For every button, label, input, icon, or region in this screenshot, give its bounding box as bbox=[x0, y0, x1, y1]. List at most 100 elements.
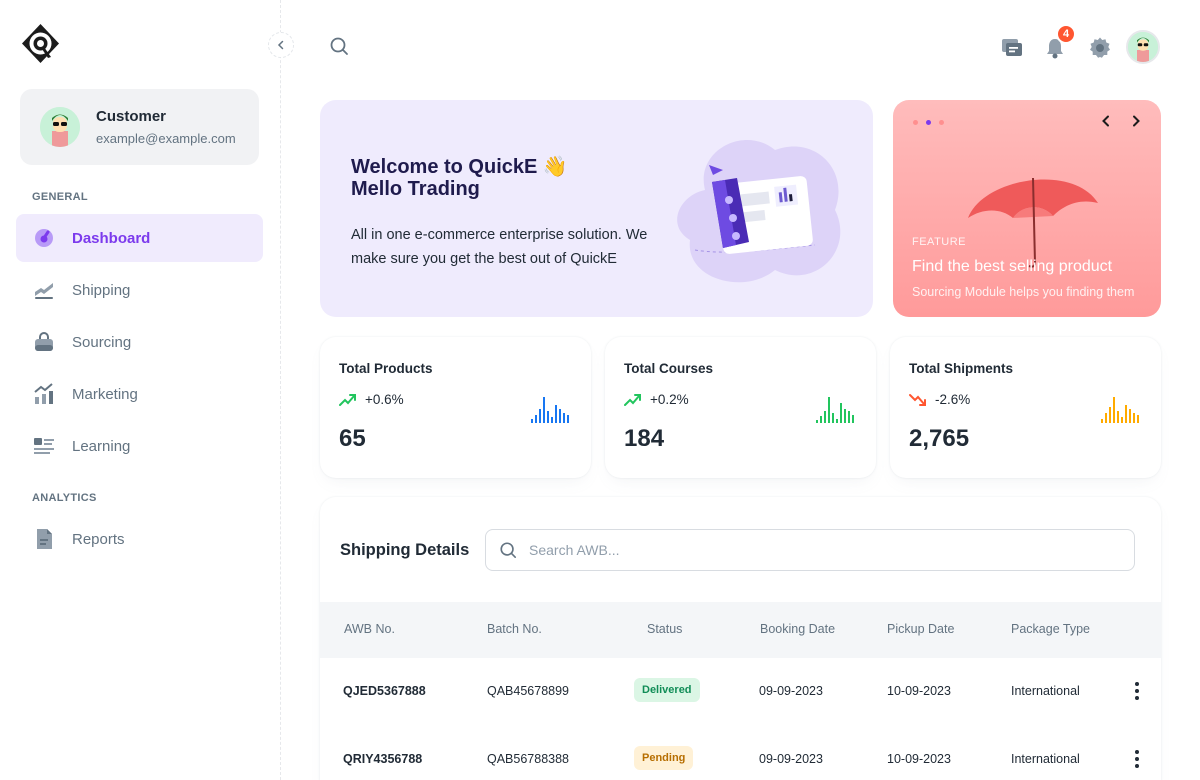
stat-card-total-shipments: Total Shipments -2.6% 2,765 bbox=[890, 337, 1161, 478]
awb-search-input[interactable] bbox=[529, 542, 1089, 558]
carousel-dot-active[interactable] bbox=[926, 120, 931, 125]
welcome-title: Welcome to QuickE 👋 bbox=[351, 156, 568, 178]
stat-trend: +0.6% bbox=[339, 392, 404, 407]
trending-up-icon bbox=[339, 393, 356, 406]
status-badge: Delivered bbox=[634, 678, 700, 702]
gear-icon[interactable] bbox=[1088, 36, 1112, 60]
list-icon bbox=[32, 434, 56, 458]
stat-value: 2,765 bbox=[909, 425, 970, 452]
stat-trend-value: -2.6% bbox=[935, 392, 971, 407]
document-icon bbox=[32, 527, 56, 551]
carousel-dot[interactable] bbox=[913, 120, 918, 125]
stat-trend: -2.6% bbox=[909, 392, 970, 407]
column-header-awb[interactable]: AWB No. bbox=[344, 622, 395, 636]
cell-batch: QAB56788388 bbox=[487, 752, 570, 766]
account-card[interactable]: Customer example@example.com bbox=[20, 89, 259, 165]
column-header-pickup-date[interactable]: Pickup Date bbox=[887, 622, 955, 636]
search-icon bbox=[500, 542, 517, 559]
shipping-details-card: Shipping Details AWB No. Batch No. Statu… bbox=[320, 497, 1161, 780]
sidebar-item-reports[interactable]: Reports bbox=[16, 515, 263, 563]
column-header-booking-date[interactable]: Booking Date bbox=[760, 622, 836, 636]
status-badge: Pending bbox=[634, 746, 694, 770]
dashboard-illustration-icon bbox=[677, 139, 841, 283]
sparkline-bars-icon bbox=[816, 397, 854, 423]
stat-title: Total Courses bbox=[624, 361, 714, 376]
table-header: AWB No. Batch No. Status Booking Date Pi… bbox=[320, 602, 1161, 658]
cell-booking-date: 09-09-2023 bbox=[759, 684, 823, 698]
chat-icon[interactable] bbox=[1000, 36, 1024, 60]
sparkline-bars-icon bbox=[531, 397, 569, 423]
shipping-icon bbox=[32, 278, 56, 302]
user-avatar[interactable] bbox=[1126, 30, 1160, 64]
account-email: example@example.com bbox=[96, 131, 236, 146]
cell-booking-date: 09-09-2023 bbox=[759, 752, 823, 766]
stat-value: 184 bbox=[624, 425, 665, 452]
trending-down-icon bbox=[909, 393, 926, 406]
stat-trend-value: +0.2% bbox=[650, 392, 689, 407]
column-header-batch[interactable]: Batch No. bbox=[487, 622, 542, 636]
stat-title: Total Shipments bbox=[909, 361, 1014, 376]
section-label-general: GENERAL bbox=[32, 191, 88, 203]
section-label-analytics: ANALYTICS bbox=[32, 492, 97, 504]
column-header-status[interactable]: Status bbox=[647, 622, 683, 636]
chart-icon bbox=[32, 382, 56, 406]
sidebar-item-label: Marketing bbox=[72, 385, 138, 403]
welcome-description: All in one e-commerce enterprise solutio… bbox=[351, 227, 648, 267]
sidebar-item-sourcing[interactable]: Sourcing bbox=[16, 318, 263, 366]
sidebar-item-label: Shipping bbox=[72, 281, 131, 299]
sidebar-item-marketing[interactable]: Marketing bbox=[16, 370, 263, 418]
cell-package-type: International bbox=[1011, 684, 1080, 698]
stat-trend: +0.2% bbox=[624, 392, 689, 407]
sidebar-item-dashboard[interactable]: Dashboard bbox=[16, 214, 263, 262]
cell-batch: QAB45678899 bbox=[487, 684, 570, 698]
cell-package-type: International bbox=[1011, 752, 1080, 766]
welcome-card: Welcome to QuickE 👋 Mello Trading All in… bbox=[320, 100, 873, 317]
cell-pickup-date: 10-09-2023 bbox=[887, 752, 951, 766]
stat-value: 65 bbox=[339, 425, 366, 452]
feature-carousel[interactable]: FEATURE Find the best selling product So… bbox=[893, 100, 1161, 317]
table-row[interactable]: QRIY4356788 QAB56788388 Pending 09-09-20… bbox=[320, 726, 1161, 780]
chevron-left-icon bbox=[1102, 115, 1109, 127]
table-row[interactable]: QJED5367888 QAB45678899 Delivered 09-09-… bbox=[320, 658, 1161, 726]
umbrella-icon bbox=[968, 177, 1098, 268]
stat-card-total-products: Total Products +0.6% 65 bbox=[320, 337, 591, 478]
stat-card-total-courses: Total Courses +0.2% 184 bbox=[605, 337, 876, 478]
feature-label: FEATURE bbox=[912, 236, 967, 248]
dashboard-icon bbox=[32, 226, 56, 250]
feature-subtitle: Sourcing Module helps you finding them bbox=[912, 285, 1135, 299]
account-name: Customer bbox=[96, 108, 167, 125]
sidebar-item-label: Sourcing bbox=[72, 333, 132, 351]
more-vertical-icon[interactable] bbox=[1128, 680, 1146, 702]
welcome-company: Mello Trading bbox=[351, 178, 480, 200]
stat-trend-value: +0.6% bbox=[365, 392, 404, 407]
sidebar: Customer example@example.com GENERAL Das… bbox=[0, 0, 281, 780]
bag-icon bbox=[32, 330, 56, 354]
sidebar-item-learning[interactable]: Learning bbox=[16, 422, 263, 470]
feature-title: Find the best selling product bbox=[912, 258, 1113, 275]
quicke-logo-icon[interactable] bbox=[20, 23, 61, 64]
chevron-left-icon bbox=[277, 40, 284, 50]
search-icon[interactable] bbox=[329, 36, 349, 56]
sparkline-bars-icon bbox=[1101, 397, 1139, 423]
notification-badge: 4 bbox=[1056, 24, 1076, 44]
trending-up-icon bbox=[624, 393, 641, 406]
sidebar-item-shipping[interactable]: Shipping bbox=[16, 266, 263, 314]
chevron-right-icon bbox=[1133, 115, 1140, 127]
carousel-dots bbox=[913, 120, 944, 125]
column-header-package-type[interactable]: Package Type bbox=[1011, 622, 1090, 636]
carousel-dot[interactable] bbox=[939, 120, 944, 125]
carousel-prev-button[interactable] bbox=[1097, 112, 1115, 130]
cell-awb: QRIY4356788 bbox=[343, 752, 423, 766]
cell-awb: QJED5367888 bbox=[343, 684, 426, 698]
bell-icon[interactable] bbox=[1043, 36, 1067, 60]
carousel-next-button[interactable] bbox=[1127, 112, 1145, 130]
cell-pickup-date: 10-09-2023 bbox=[887, 684, 951, 698]
account-avatar bbox=[40, 107, 80, 147]
shipping-title: Shipping Details bbox=[340, 541, 470, 559]
stat-title: Total Products bbox=[339, 361, 433, 376]
more-vertical-icon[interactable] bbox=[1128, 748, 1146, 770]
sidebar-item-label: Reports bbox=[72, 530, 125, 548]
awb-search[interactable] bbox=[485, 529, 1135, 571]
sidebar-collapse-button[interactable] bbox=[268, 32, 294, 58]
sidebar-item-label: Learning bbox=[72, 437, 131, 455]
